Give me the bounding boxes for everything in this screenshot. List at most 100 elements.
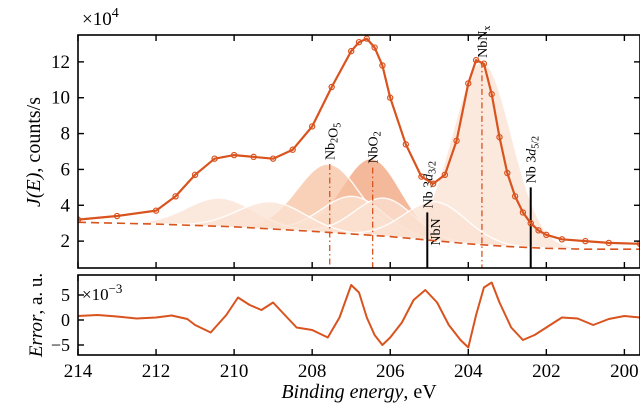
x-label-unit: , eV xyxy=(403,381,437,403)
spectrum-y-label-unit: , counts/s xyxy=(23,97,45,173)
x-tick-label: 206 xyxy=(376,361,405,382)
peak-marker-label: NbNx xyxy=(476,26,493,58)
peak-label-part: Nb 3 xyxy=(421,181,436,209)
experimental-data-point xyxy=(308,123,316,130)
experimental-data-point xyxy=(230,151,238,159)
x-tick-label: 200 xyxy=(610,361,639,382)
experimental-data-point xyxy=(488,90,495,98)
experimental-data-point xyxy=(636,240,640,248)
residual-multiplier-base: ×10 xyxy=(82,285,109,304)
y-tick-label: 6 xyxy=(61,159,71,180)
experimental-data-point xyxy=(558,236,566,243)
y-tick-label: 4 xyxy=(61,195,71,216)
y-tick-label: 12 xyxy=(51,52,70,73)
experimental-data-point xyxy=(418,173,425,180)
experimental-data-point xyxy=(371,44,378,51)
experimental-data-point xyxy=(465,80,472,87)
peak-marker-label: Nb 3d5/2 xyxy=(525,136,542,183)
experimental-data-point xyxy=(429,180,437,187)
experimental-data-point xyxy=(328,83,335,91)
residual-y-axis-label: Error, a. u. xyxy=(26,273,47,358)
experimental-data-point xyxy=(519,209,527,216)
experimental-data-point xyxy=(211,155,218,162)
peak-label-part: 3/2 xyxy=(427,161,438,174)
experimental-data-point xyxy=(582,237,589,245)
peak-marker-label: NbN xyxy=(429,218,444,245)
experimental-data-point xyxy=(269,155,277,162)
peak-marker-label: Nb2O5 xyxy=(324,123,344,160)
experimental-data-point xyxy=(480,60,488,67)
experimental-data-point xyxy=(289,146,296,153)
peak-label-part: 2 xyxy=(373,131,384,136)
peak-label-part: d xyxy=(525,148,540,156)
peak-label-part: NbN xyxy=(476,31,491,58)
experimental-data-point xyxy=(347,47,355,55)
fit-component-layer xyxy=(78,61,640,250)
experimental-data-point xyxy=(387,94,394,101)
x-tick-label: 204 xyxy=(454,361,483,382)
experimental-data-point xyxy=(543,231,550,239)
peak-label-part: 2 xyxy=(330,138,341,143)
x-label-main: Binding energy xyxy=(281,381,403,403)
experimental-data-point xyxy=(453,137,460,144)
fit-component-area xyxy=(78,61,640,250)
experimental-data-point xyxy=(152,207,160,214)
residual-y-ticks: 5 0 −5 xyxy=(51,285,84,355)
x-tick-label: 202 xyxy=(532,361,561,382)
experimental-data-point xyxy=(191,171,199,178)
experimental-data-point xyxy=(605,239,612,247)
residual-multiplier-exponent: −3 xyxy=(109,281,123,296)
spectrum-y-label-main: J(E) xyxy=(23,172,45,207)
residual-y-tick-label: 0 xyxy=(61,310,70,330)
peak-label-part: d xyxy=(421,173,436,181)
spectrum-y-ticks: 2 4 6 8 10 12 xyxy=(51,52,640,252)
experimental-data-point xyxy=(379,62,386,69)
spectrum-multiplier-exponent: 4 xyxy=(112,6,119,21)
experimental-data-point xyxy=(504,169,511,177)
x-axis-label: Binding energy, eV xyxy=(281,381,437,403)
experimental-data-point xyxy=(441,171,449,178)
experimental-data-point xyxy=(172,193,179,200)
spectrum-multiplier: ×104 xyxy=(82,6,119,30)
residual-series-layer xyxy=(78,281,640,349)
spectrum-multiplier-base: ×10 xyxy=(82,9,112,30)
experimental-data-point xyxy=(496,133,503,141)
x-tick-label: 214 xyxy=(64,361,93,382)
experimental-data-point xyxy=(250,153,257,161)
residual-y-tick-label: −5 xyxy=(51,335,70,355)
peak-label-part: Nb 3 xyxy=(525,156,540,184)
peak-marker-label: NbO2 xyxy=(367,131,384,163)
experimental-data-point xyxy=(472,56,480,64)
fit-component-area xyxy=(78,198,640,250)
spectrum-series-layer xyxy=(78,35,640,250)
peak-label-part: NbN xyxy=(429,218,444,245)
x-tick-label: 208 xyxy=(298,361,327,382)
residual-multiplier: ×10−3 xyxy=(82,281,122,304)
fit-component-area xyxy=(78,198,640,250)
experimental-data-point xyxy=(402,141,410,148)
peak-label-part: 5/2 xyxy=(531,136,542,149)
spectrum-plot-frame xyxy=(77,34,640,269)
residual-line xyxy=(78,281,640,349)
peak-label-part: Nb xyxy=(324,143,339,160)
x-tick-label: 210 xyxy=(220,361,249,382)
experimental-data-point xyxy=(527,219,534,227)
experimental-data-point xyxy=(355,38,363,46)
experimental-data-point xyxy=(363,35,371,42)
x-tick-label: 212 xyxy=(142,361,171,382)
residual-y-label-unit: , a. u. xyxy=(26,273,47,315)
peak-label-part: x xyxy=(482,26,493,31)
spectrum-y-axis-label: J(E), counts/s xyxy=(23,97,45,207)
y-tick-label: 8 xyxy=(61,124,71,145)
residual-y-tick-label: 5 xyxy=(61,285,70,305)
y-tick-label: 2 xyxy=(61,231,71,252)
residual-plot-frame xyxy=(77,274,640,356)
residual-y-label-main: Error xyxy=(26,314,47,358)
peak-label-part: O xyxy=(327,128,342,138)
experimental-data-point xyxy=(535,227,542,234)
peak-label-part: NbO xyxy=(367,136,382,163)
experimental-data-point xyxy=(113,212,121,220)
